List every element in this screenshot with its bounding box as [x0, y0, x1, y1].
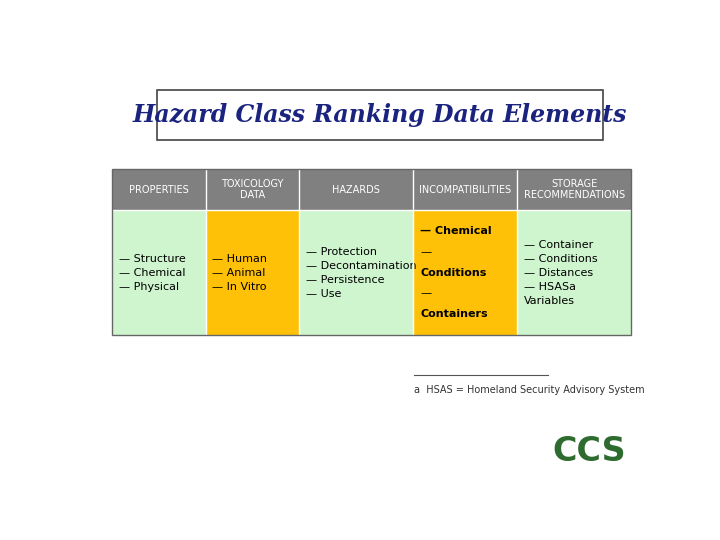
FancyBboxPatch shape — [112, 210, 206, 335]
Text: — Protection
— Decontamination
— Persistence
— Use: — Protection — Decontamination — Persist… — [306, 247, 416, 299]
FancyBboxPatch shape — [206, 210, 299, 335]
Text: Conditions: Conditions — [420, 268, 487, 278]
FancyBboxPatch shape — [206, 168, 299, 210]
Text: PROPERTIES: PROPERTIES — [129, 185, 189, 194]
FancyBboxPatch shape — [157, 90, 603, 140]
FancyBboxPatch shape — [517, 168, 631, 210]
Text: TOXICOLOGY
DATA: TOXICOLOGY DATA — [221, 179, 284, 200]
FancyBboxPatch shape — [112, 168, 206, 210]
FancyBboxPatch shape — [299, 210, 413, 335]
Text: STORAGE
RECOMMENDATIONS: STORAGE RECOMMENDATIONS — [523, 179, 625, 200]
Text: Containers: Containers — [420, 309, 487, 319]
Text: Hazard Class Ranking Data Elements: Hazard Class Ranking Data Elements — [133, 103, 627, 127]
Text: —: — — [420, 247, 431, 257]
Text: HAZARDS: HAZARDS — [333, 185, 380, 194]
Text: — Container
— Conditions
— Distances
— HSASa
Variables: — Container — Conditions — Distances — H… — [523, 240, 598, 306]
Text: CCS: CCS — [552, 435, 626, 468]
Text: — Chemical: — Chemical — [420, 226, 492, 236]
FancyBboxPatch shape — [413, 210, 517, 335]
FancyBboxPatch shape — [299, 168, 413, 210]
FancyBboxPatch shape — [413, 168, 517, 210]
Text: a  HSAS = Homeland Security Advisory System: a HSAS = Homeland Security Advisory Syst… — [413, 385, 644, 395]
Text: — Human
— Animal
— In Vitro: — Human — Animal — In Vitro — [212, 254, 267, 292]
Text: INCOMPATIBILITIES: INCOMPATIBILITIES — [419, 185, 511, 194]
Text: — Structure
— Chemical
— Physical: — Structure — Chemical — Physical — [119, 254, 186, 292]
FancyBboxPatch shape — [517, 210, 631, 335]
Text: —: — — [420, 288, 431, 299]
